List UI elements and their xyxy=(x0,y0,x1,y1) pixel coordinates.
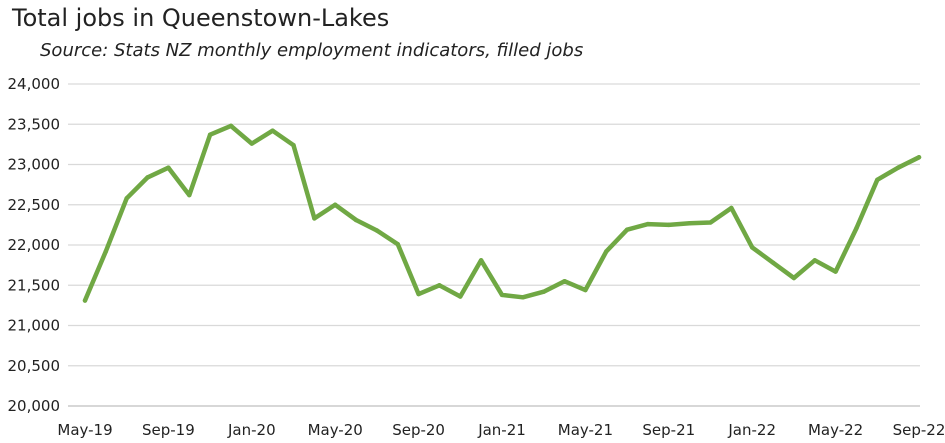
y-tick-label: 20,000 xyxy=(8,397,61,415)
series-line xyxy=(82,123,922,303)
data-point xyxy=(895,165,901,170)
x-tick-label: Jan-22 xyxy=(727,421,776,439)
data-point xyxy=(333,202,338,207)
data-point xyxy=(666,222,671,228)
y-tick-label: 24,000 xyxy=(8,75,61,93)
data-point xyxy=(395,241,400,247)
x-tick-label: Sep-19 xyxy=(142,421,195,439)
data-point xyxy=(729,205,734,211)
data-point xyxy=(291,142,296,148)
data-point xyxy=(353,217,359,223)
y-tick-label: 21,000 xyxy=(8,317,61,335)
x-tick-label: May-20 xyxy=(308,421,363,439)
data-point xyxy=(562,279,567,284)
data-point xyxy=(249,141,254,146)
data-point xyxy=(812,258,817,263)
x-axis-ticks: May-19 Sep-19 Jan-20 May-20 Sep-20 Jan-21 May-… xyxy=(57,421,945,439)
data-point xyxy=(499,292,505,298)
data-point xyxy=(145,175,150,180)
gridlines xyxy=(68,83,920,407)
data-point xyxy=(624,227,630,232)
data-point xyxy=(124,196,129,201)
y-tick-label: 22,000 xyxy=(8,236,61,254)
data-point xyxy=(458,294,463,299)
data-point xyxy=(520,295,526,300)
data-point xyxy=(103,249,109,254)
data-point xyxy=(604,249,609,254)
chart-subtitle: Source: Stats NZ monthly employment indi… xyxy=(40,40,584,61)
data-point xyxy=(916,155,922,160)
data-point xyxy=(708,220,713,225)
y-tick-label: 22,500 xyxy=(8,196,61,214)
data-point xyxy=(374,228,380,233)
x-tick-label: May-22 xyxy=(808,421,863,439)
data-point xyxy=(478,258,484,263)
y-axis-ticks: 20,000 20,500 21,000 21,500 22,000 22,500 23,0… xyxy=(8,75,61,415)
chart-title: Total jobs in Queenstown-Lakes xyxy=(12,4,390,32)
x-tick-label: Sep-22 xyxy=(893,421,945,439)
y-tick-label: 23,000 xyxy=(8,156,61,174)
data-point xyxy=(645,221,651,227)
data-point xyxy=(270,128,275,133)
data-point xyxy=(750,245,755,250)
x-tick-label: Sep-20 xyxy=(392,421,445,439)
series-group xyxy=(82,123,922,303)
data-point xyxy=(687,221,692,226)
data-point xyxy=(82,298,88,303)
data-point xyxy=(207,132,213,137)
data-point xyxy=(541,289,546,294)
data-point xyxy=(166,165,171,170)
y-tick-label: 23,500 xyxy=(8,115,61,133)
data-point xyxy=(312,216,317,221)
data-point xyxy=(791,275,797,281)
x-tick-label: Sep-21 xyxy=(642,421,695,439)
y-tick-label: 21,500 xyxy=(8,276,61,294)
y-tick-label: 20,500 xyxy=(8,357,61,375)
x-tick-label: May-19 xyxy=(57,421,112,439)
x-tick-label: Jan-21 xyxy=(477,421,526,439)
data-point xyxy=(583,287,588,293)
data-point xyxy=(770,260,776,265)
data-point xyxy=(437,283,442,288)
data-point xyxy=(416,291,421,297)
data-point xyxy=(187,192,192,198)
data-point xyxy=(833,269,838,274)
data-point xyxy=(854,225,859,231)
data-point xyxy=(228,123,234,129)
x-tick-label: Jan-20 xyxy=(227,421,276,439)
x-tick-label: May-21 xyxy=(558,421,613,439)
data-point xyxy=(875,177,880,182)
